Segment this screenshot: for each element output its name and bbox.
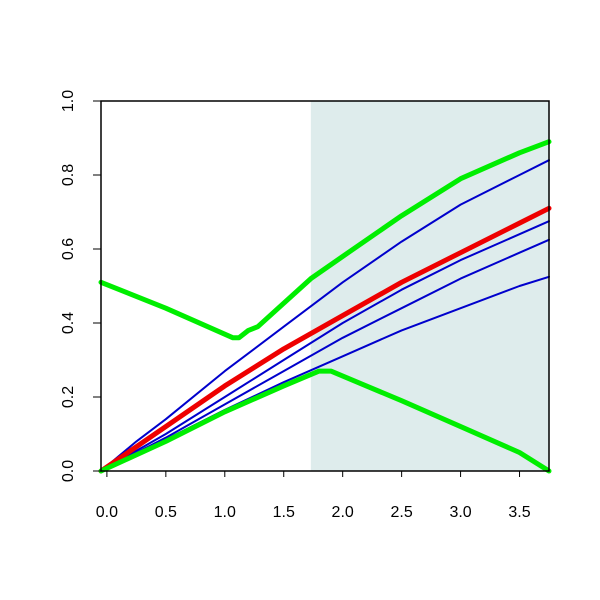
series-line-7 bbox=[98, 368, 552, 474]
shaded-region bbox=[310, 101, 549, 471]
y-tick-label: 0.8 bbox=[60, 164, 77, 186]
series-line-2 bbox=[100, 220, 550, 472]
y-axis: 0.0 0.2 0.4 0.6 0.8 1.0 bbox=[60, 90, 101, 482]
series-line-3 bbox=[100, 238, 550, 472]
x-tick-label: 2.5 bbox=[391, 504, 413, 521]
x-tick-label: 1.5 bbox=[273, 504, 295, 521]
series-line-1 bbox=[100, 159, 550, 472]
x-tick-label: 3.5 bbox=[508, 504, 530, 521]
y-tick-label: 0.6 bbox=[60, 238, 77, 260]
x-tick-label: 2.0 bbox=[332, 504, 354, 521]
y-tick-label: 0.2 bbox=[60, 386, 77, 408]
y-tick-label: 0.4 bbox=[60, 312, 77, 334]
y-tick-label: 0.0 bbox=[60, 460, 77, 482]
x-tick-label: 3.0 bbox=[449, 504, 471, 521]
series-line-6 bbox=[98, 139, 552, 341]
x-tick-label: 0.0 bbox=[96, 504, 118, 521]
plot-frame bbox=[100, 100, 550, 472]
x-axis: 0.0 0.5 1.0 1.5 2.0 2.5 3.0 3.5 bbox=[96, 471, 531, 521]
series-line-5 bbox=[98, 205, 552, 474]
x-tick-label: 0.5 bbox=[155, 504, 177, 521]
x-tick-label: 1.0 bbox=[214, 504, 236, 521]
series-layer bbox=[98, 139, 552, 474]
y-tick-label: 1.0 bbox=[60, 90, 77, 112]
